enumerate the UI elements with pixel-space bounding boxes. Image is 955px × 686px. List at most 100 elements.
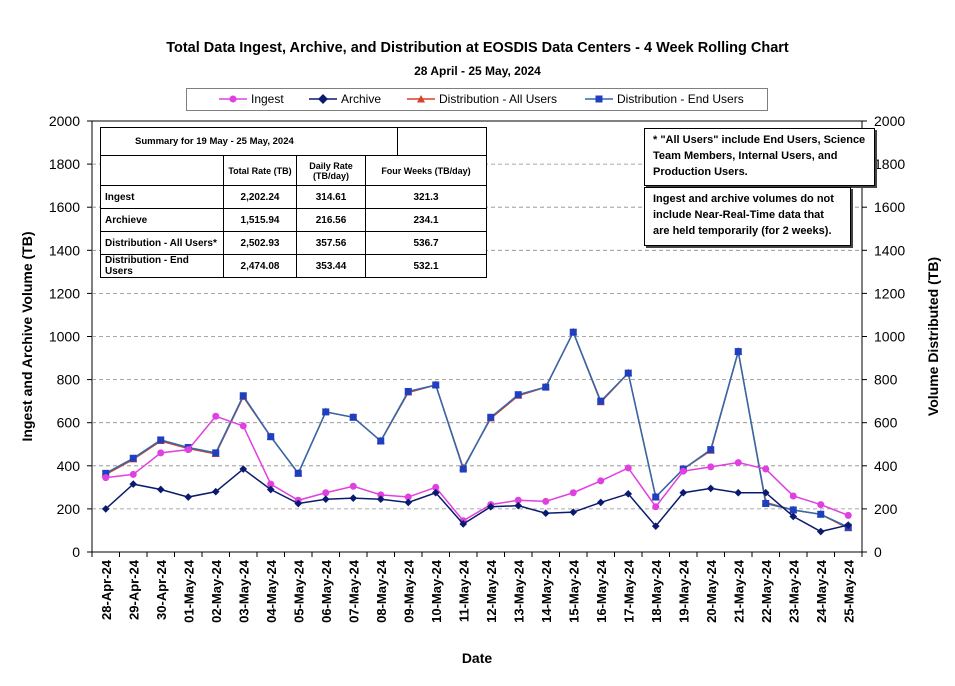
data-point xyxy=(211,487,220,496)
data-point xyxy=(817,510,825,518)
data-point xyxy=(651,522,660,530)
x-tick-label: 19-May-24 xyxy=(676,559,691,623)
y2-tick-label: 1200 xyxy=(874,285,905,301)
y2-tick-label: 800 xyxy=(874,372,898,388)
y-tick-label: 1600 xyxy=(49,199,80,215)
y-tick-label: 200 xyxy=(57,501,81,517)
data-point xyxy=(817,501,825,509)
data-point xyxy=(239,465,248,473)
data-point xyxy=(789,512,798,521)
y2-tick-label: 1600 xyxy=(874,199,905,215)
y-tick-label: 0 xyxy=(72,544,80,560)
x-tick-label: 13-May-24 xyxy=(511,559,526,623)
x-tick-label: 20-May-24 xyxy=(704,559,719,623)
data-point xyxy=(267,480,275,488)
data-point xyxy=(569,508,578,516)
data-point xyxy=(707,446,715,454)
summary-col-total: Total Rate (TB) xyxy=(223,155,297,186)
series-line-2 xyxy=(105,330,849,529)
chart-title: Total Data Ingest, Archive, and Distribu… xyxy=(166,40,789,56)
data-point xyxy=(129,470,137,478)
data-point xyxy=(762,465,770,473)
x-tick-label: 09-May-24 xyxy=(401,559,416,623)
data-point xyxy=(321,495,330,504)
data-point xyxy=(734,459,742,467)
summary-title: Summary for 19 May - 25 May, 2024 xyxy=(100,127,398,156)
data-point xyxy=(239,392,247,400)
data-point xyxy=(349,482,357,490)
x-axis-title: Date xyxy=(462,650,493,666)
x-tick-label: 22-May-24 xyxy=(759,559,774,623)
y-tick-label: 1400 xyxy=(49,242,80,258)
data-point xyxy=(294,499,303,508)
data-point xyxy=(514,501,523,510)
x-tick-label: 08-May-24 xyxy=(374,559,389,623)
data-point xyxy=(487,413,495,421)
y-tick-label: 2000 xyxy=(49,113,80,129)
data-point xyxy=(514,391,522,399)
data-point xyxy=(404,493,412,501)
data-point xyxy=(624,489,633,498)
summary-row: Ingest 2,202.24 314.61 321.3 xyxy=(100,185,487,209)
data-point xyxy=(431,488,440,497)
x-tick-label: 05-May-24 xyxy=(291,559,306,623)
data-point xyxy=(734,348,742,356)
data-point xyxy=(541,509,550,518)
data-point xyxy=(816,527,825,536)
legend-label: Distribution - All Users xyxy=(439,92,558,106)
data-point xyxy=(844,521,853,529)
y2-tick-label: 200 xyxy=(874,501,898,517)
y-axis-title: Ingest and Archive Volume (TB) xyxy=(19,231,35,441)
x-tick-label: 11-May-24 xyxy=(456,559,471,622)
x-tick-label: 01-May-24 xyxy=(181,559,196,623)
data-point xyxy=(734,488,743,497)
y-tick-label: 1000 xyxy=(49,329,80,345)
near-real-time-note: Ingest and archive volumes do not includ… xyxy=(644,187,851,246)
series-line-3 xyxy=(105,330,849,528)
legend-label: Archive xyxy=(341,92,382,106)
data-point xyxy=(212,449,220,457)
chart-subtitle: 28 April - 25 May, 2024 xyxy=(414,64,541,78)
data-point xyxy=(184,446,192,454)
data-point xyxy=(844,511,852,519)
data-point xyxy=(597,397,605,405)
data-point xyxy=(624,369,632,377)
summary-col-four: Four Weeks (TB/day) xyxy=(365,155,487,186)
x-tick-label: 15-May-24 xyxy=(566,559,581,623)
x-tick-label: 06-May-24 xyxy=(319,559,334,623)
data-point xyxy=(322,489,330,497)
summary-row: Distribution - All Users* 2,502.93 357.5… xyxy=(100,231,487,255)
data-point xyxy=(102,469,110,477)
data-point xyxy=(404,498,413,507)
data-point xyxy=(542,497,550,505)
data-point xyxy=(459,465,467,473)
data-point xyxy=(706,484,715,493)
y2-tick-label: 400 xyxy=(874,458,898,474)
x-tick-label: 30-Apr-24 xyxy=(154,559,169,620)
legend-label: Ingest xyxy=(251,92,284,106)
x-tick-label: 03-May-24 xyxy=(236,559,251,623)
data-point xyxy=(542,383,550,391)
data-point xyxy=(432,483,440,491)
x-tick-label: 14-May-24 xyxy=(539,559,554,623)
data-point xyxy=(322,408,330,416)
data-point xyxy=(349,494,358,502)
data-point xyxy=(762,500,770,508)
x-tick-label: 24-May-24 xyxy=(814,559,829,623)
data-point xyxy=(652,503,660,511)
x-tick-label: 28-Apr-24 xyxy=(99,559,114,620)
summary-table: Summary for 19 May - 25 May, 2024 Total … xyxy=(100,127,487,278)
data-point xyxy=(267,433,275,441)
y2-tick-label: 2000 xyxy=(874,113,905,129)
data-point xyxy=(157,436,165,444)
data-point xyxy=(459,520,468,528)
data-point xyxy=(349,413,357,421)
series-line-0 xyxy=(105,415,849,522)
data-point xyxy=(376,495,385,504)
y-tick-label: 400 xyxy=(57,458,81,474)
data-point xyxy=(514,496,522,504)
x-tick-label: 16-May-24 xyxy=(594,559,609,623)
data-point xyxy=(652,493,660,501)
x-tick-label: 21-May-24 xyxy=(731,559,746,623)
x-tick-label: 07-May-24 xyxy=(346,559,361,623)
